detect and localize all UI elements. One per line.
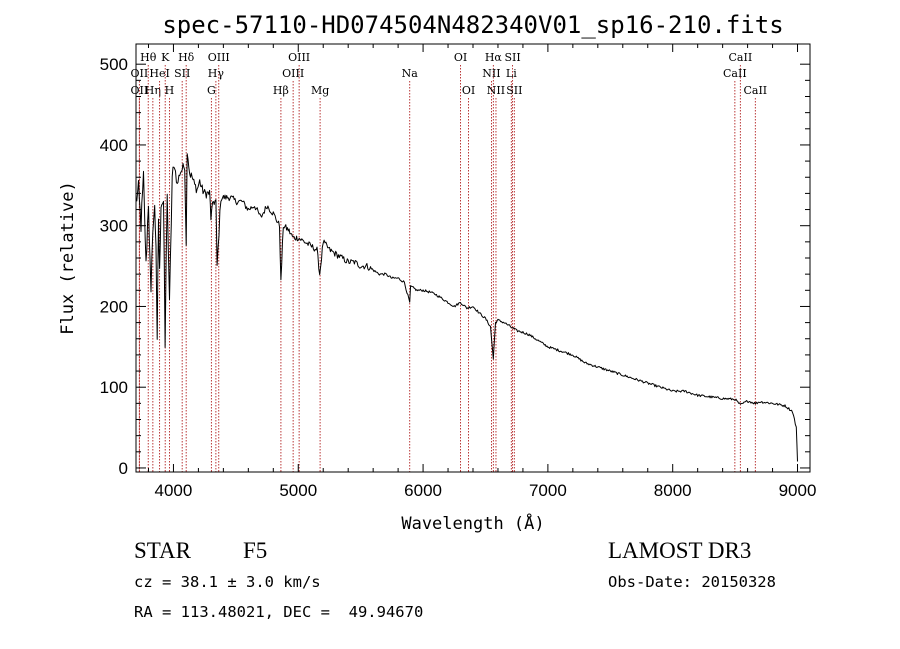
y-axis-label: Flux (relative) [58, 181, 78, 335]
x-tick-label: 6000 [404, 481, 442, 500]
x-tick-label: 5000 [279, 481, 317, 500]
coordinates-text: RA = 113.48021, DEC = 49.94670 [134, 603, 424, 621]
line-label: NII [482, 67, 500, 80]
line-label: Li [506, 67, 517, 80]
x-axis-label: Wavelength (Å) [401, 512, 544, 534]
line-label: G [207, 84, 216, 97]
x-tick-label: 8000 [654, 481, 692, 500]
spectrum-line [135, 153, 798, 462]
line-label: Hη [145, 84, 161, 97]
survey-label: LAMOST DR3 [608, 538, 752, 563]
line-label: SII [506, 84, 522, 97]
y-tick-label: 200 [100, 297, 128, 316]
line-label: Hδ [178, 51, 195, 64]
line-label: Hγ [208, 67, 225, 80]
line-label: H [165, 84, 175, 97]
line-label: Hθ [140, 51, 157, 64]
spectrum-chart: spec-57110-HD074504N482340V01_sp16-210.f… [58, 11, 817, 534]
redshift-text: cz = 38.1 ± 3.0 km/s [134, 573, 321, 591]
line-label: OI [454, 51, 467, 64]
obs-date-text: Obs-Date: 20150328 [608, 573, 776, 591]
line-label: CaII [729, 51, 753, 64]
line-label: OIII [282, 67, 304, 80]
x-tick-label: 4000 [155, 481, 193, 500]
x-tick-label: 9000 [779, 481, 817, 500]
y-tick-label: 0 [119, 459, 128, 478]
line-label: CaII [723, 67, 747, 80]
line-label: HeI [149, 67, 169, 80]
line-label: Hα [485, 51, 503, 64]
line-label: OI [462, 84, 475, 97]
y-tick-label: 500 [100, 55, 128, 74]
y-tick-label: 300 [100, 217, 128, 236]
line-label: SII [174, 67, 190, 80]
line-label: OIII [288, 51, 310, 64]
line-label: Hβ [273, 84, 289, 97]
object-class: STAR [134, 538, 191, 563]
line-label: OII [131, 84, 149, 97]
plot-frame [135, 43, 811, 473]
line-label: SII [504, 51, 520, 64]
line-label: CaII [743, 84, 767, 97]
x-tick-label: 7000 [529, 481, 567, 500]
line-label: OII [131, 67, 149, 80]
line-label: NII [487, 84, 505, 97]
chart-title: spec-57110-HD074504N482340V01_sp16-210.f… [162, 11, 783, 39]
y-tick-label: 400 [100, 136, 128, 155]
line-label: Mg [311, 84, 329, 97]
line-label: K [161, 51, 170, 64]
y-tick-label: 100 [100, 378, 128, 397]
line-label: OIII [208, 51, 230, 64]
subclass: F5 [243, 538, 268, 563]
line-label: Na [402, 67, 419, 80]
